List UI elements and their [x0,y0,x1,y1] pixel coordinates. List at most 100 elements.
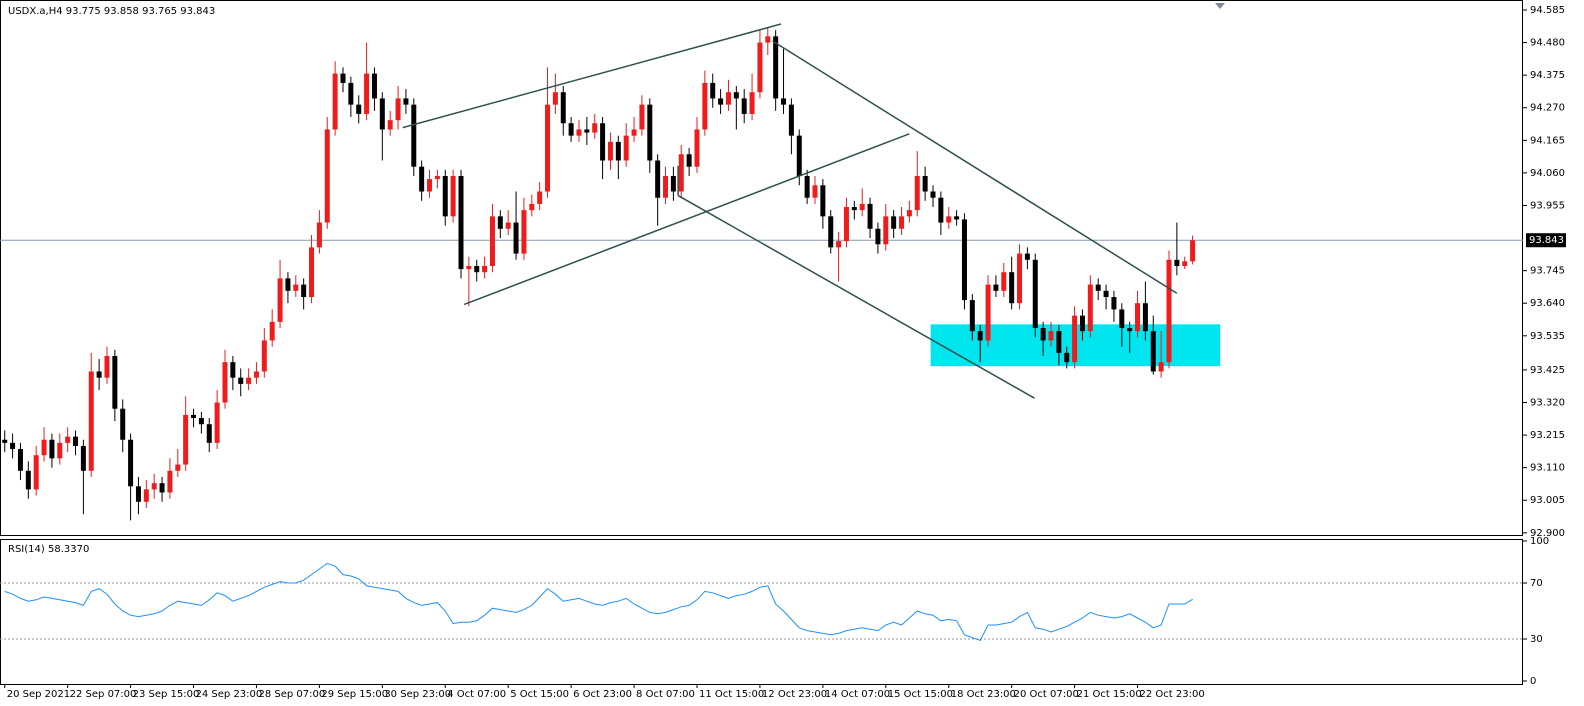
candle-body [277,278,283,322]
candle-body [49,439,55,459]
candle-body [183,414,189,465]
candle-body [828,216,834,248]
candle-body [246,377,252,384]
candle-body [340,73,346,83]
candle-body [206,424,212,443]
trendline [463,133,910,306]
candle-body [261,340,267,372]
candle-body [647,104,653,161]
rsi-y-tick-label: 0 [1530,676,1536,687]
candle-body [1087,284,1093,332]
candle-body [497,216,503,229]
candle-body [214,402,220,443]
rsi-y-tick-label: 70 [1530,578,1543,589]
candle-body [348,82,354,105]
candle-body [804,176,810,198]
x-tick-label: 29 Sep 15:00 [321,689,388,700]
candle-body [600,123,606,161]
candle-body [930,191,936,198]
y-tick-label: 93.955 [1530,200,1565,211]
candle-body [143,489,149,502]
x-tick-label: 12 Oct 23:00 [762,689,827,700]
x-tick-label: 22 Oct 23:00 [1140,689,1205,700]
candle-body [17,449,23,471]
candle-body [364,73,370,114]
candle-body [419,166,425,192]
x-tick-label: 22 Sep 07:00 [70,689,137,700]
candle-body [694,129,700,167]
trendline [402,23,782,129]
candle-body [230,362,236,378]
candle-body [10,442,16,450]
rsi-panel [0,539,1523,685]
y-tick-label: 94.480 [1530,38,1565,49]
candle-body [2,439,8,443]
candle-body [151,483,157,490]
candle-body [686,154,692,167]
candle-body [788,104,794,136]
candle-body [309,247,315,298]
candle-body [301,284,307,298]
candle-body [403,98,409,105]
candle-body [773,36,779,99]
current-price-label: 93.843 [1529,235,1564,246]
candle-body [112,355,118,409]
candle-body [663,176,669,198]
candle-body [489,216,495,266]
candle-body [985,284,991,341]
candle-body [332,73,338,130]
candle-body [379,98,385,130]
candle-body [269,321,275,341]
x-tick-label: 6 Oct 23:00 [573,689,632,700]
candle-body [607,141,613,161]
candle-body [1072,315,1078,363]
candle-body [120,408,126,440]
candle-body [356,104,362,114]
candle-body [820,185,826,217]
candle-body [592,123,598,133]
candle-body [1135,303,1141,332]
candle-body [938,197,944,223]
current-price-box [1526,233,1566,248]
candle-body [41,439,47,456]
candle-body [253,371,259,378]
candle-body [954,216,960,220]
y-tick-label: 94.375 [1530,70,1565,81]
candle-body [135,486,141,502]
candle-body [922,176,928,192]
candle-body [1009,272,1015,304]
candle-body [1190,240,1196,262]
candle-body [1103,290,1109,298]
candle-body [427,179,433,192]
candle-body [104,355,110,378]
candle-body [1032,259,1038,329]
trendline [772,40,1178,294]
x-tick-label: 8 Oct 07:00 [636,689,695,700]
candle-body [1158,362,1164,372]
candle-body [73,436,79,446]
candle-body [80,445,86,471]
x-tick-label: 18 Oct 23:00 [951,689,1016,700]
candle-body [1150,331,1156,372]
trendline [677,194,1035,399]
candle-body [128,439,134,487]
x-tick-label: 4 Oct 07:00 [447,689,506,700]
candle-body [88,371,94,471]
y-tick-label: 92.900 [1530,528,1565,539]
candle-body [749,92,755,114]
candle-body [505,222,511,229]
x-tick-label: 20 Oct 07:00 [1014,689,1079,700]
candle-body [442,176,448,217]
rsi-y-tick-label: 100 [1530,536,1549,547]
candle-body [584,129,590,133]
candle-body [781,98,787,105]
candle-body [450,176,456,217]
candle-body [1174,259,1180,266]
candle-body [655,160,661,198]
candle-body [568,123,574,136]
scroll-marker [1215,3,1225,9]
candle-body [1127,328,1133,332]
candle-body [1048,331,1054,341]
candle-body [812,185,818,198]
